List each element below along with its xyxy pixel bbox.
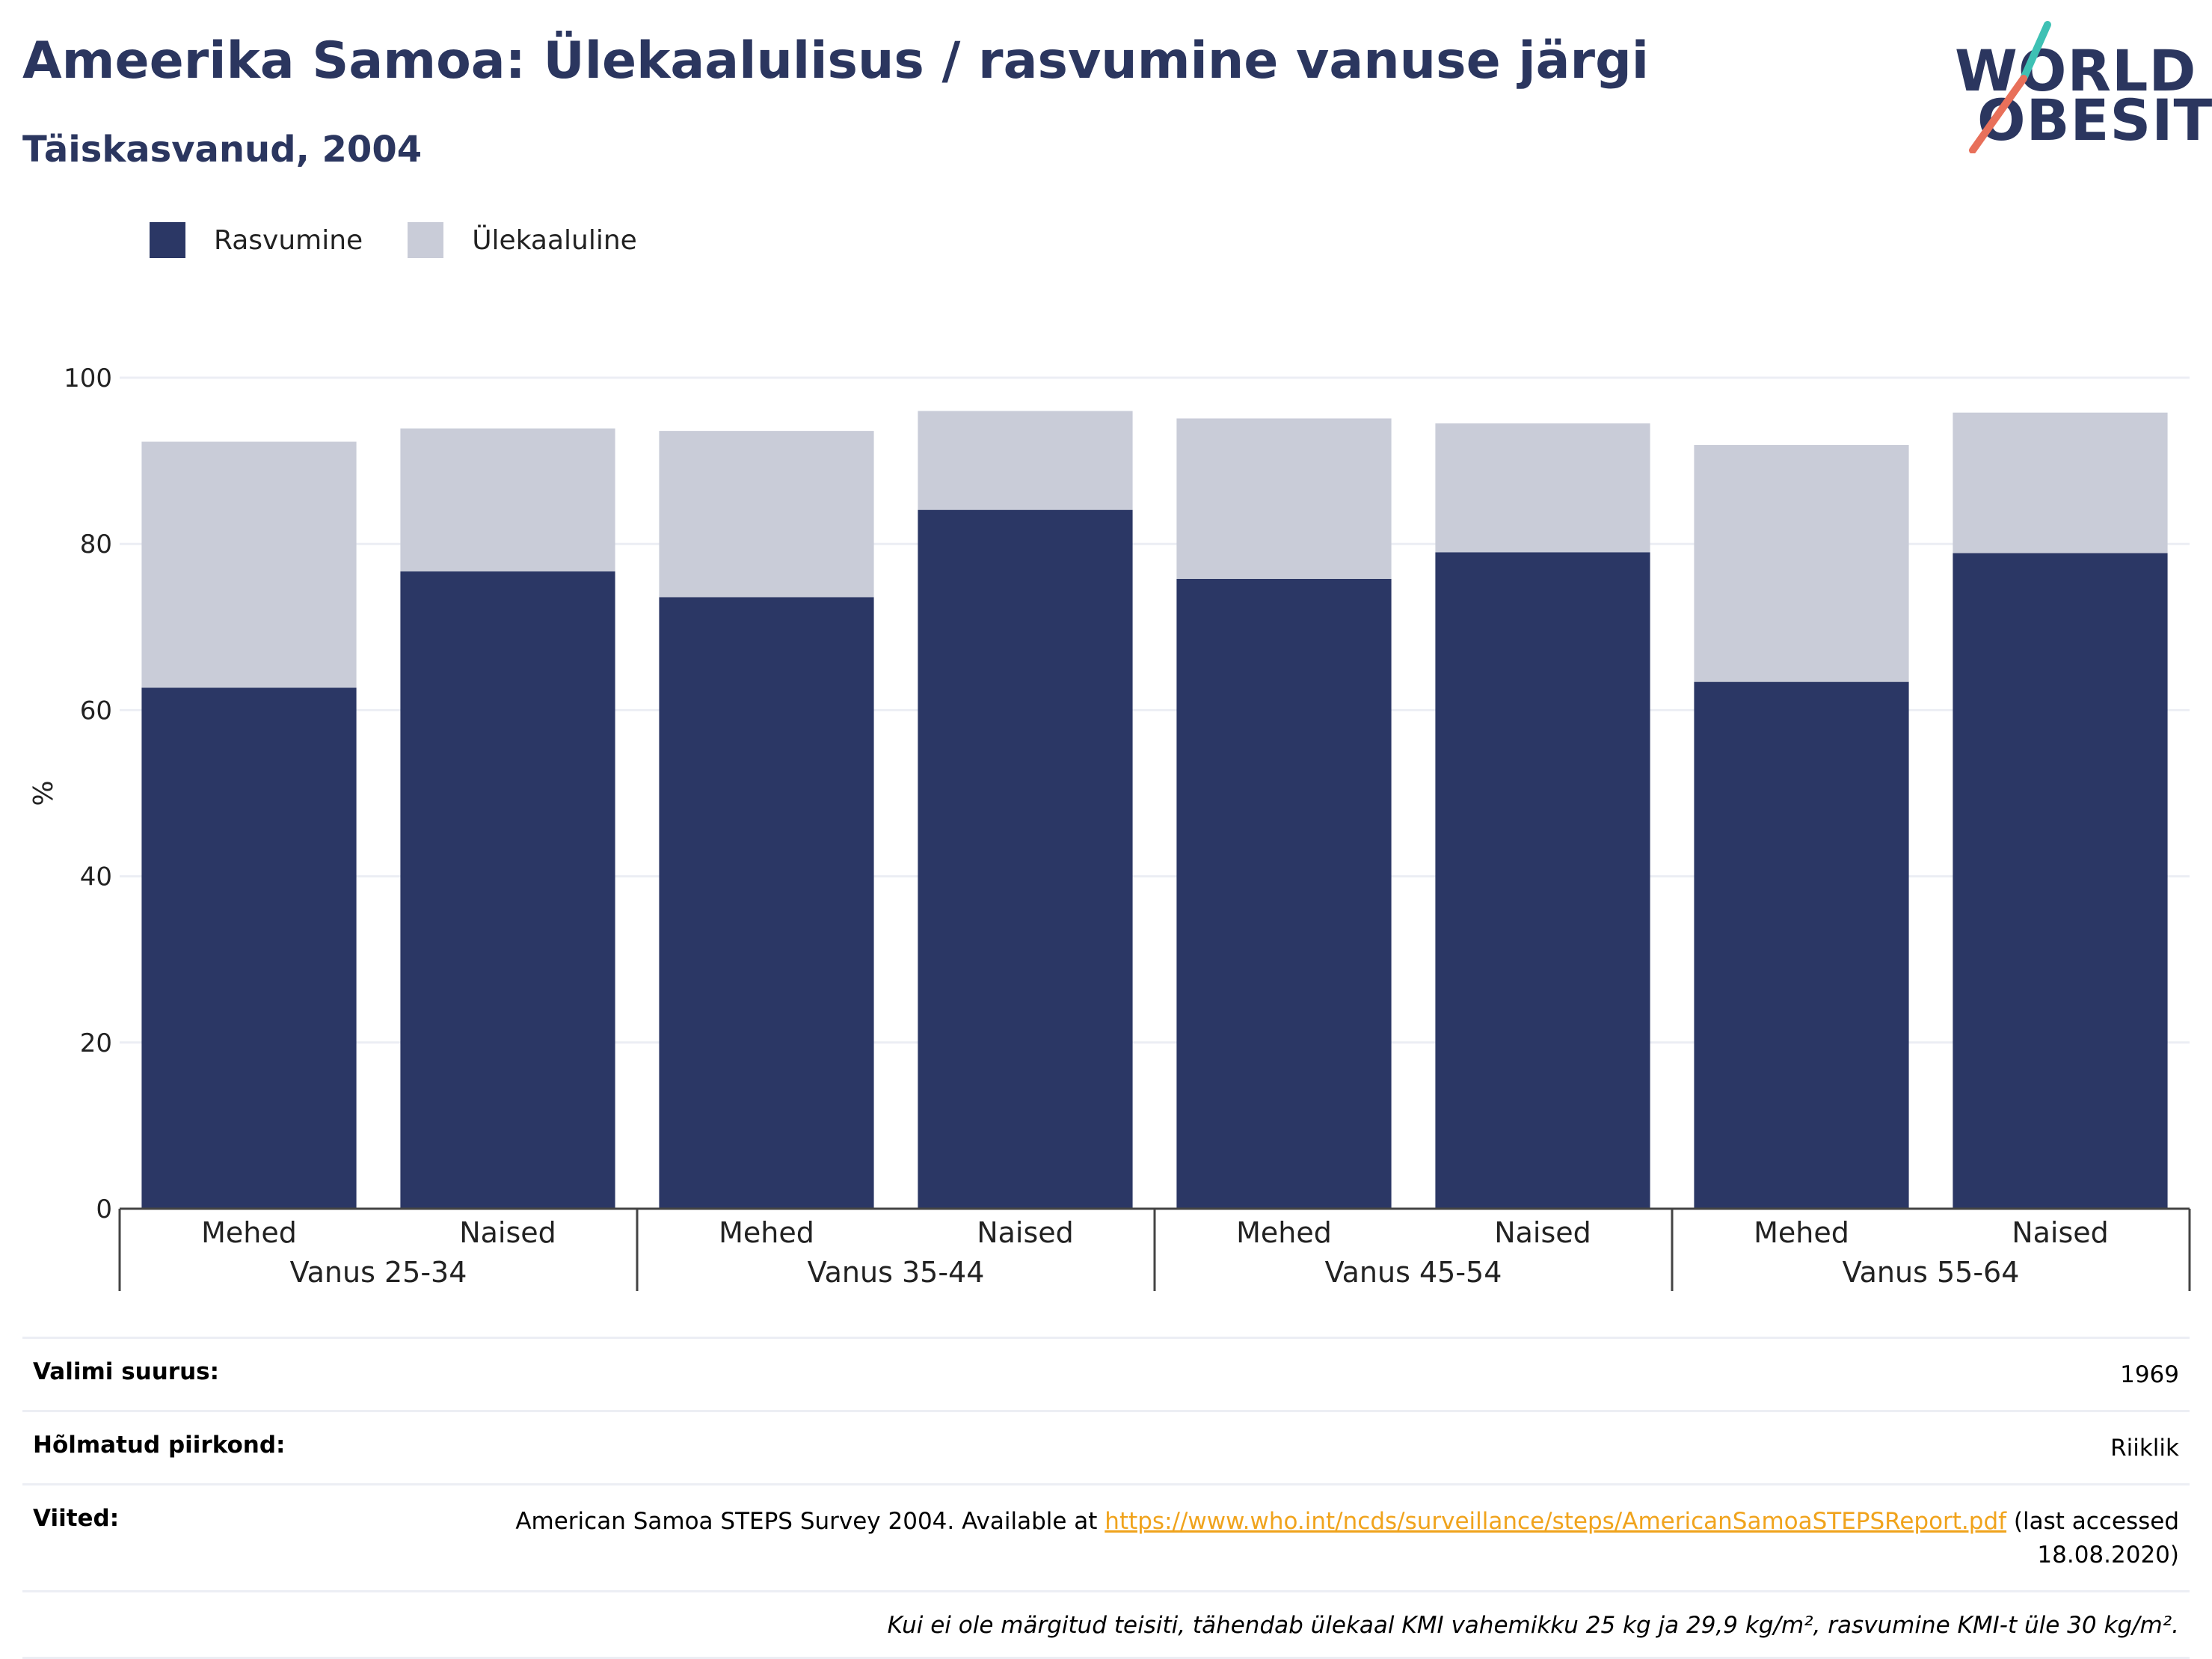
x-group-label: Vanus 25-34 — [290, 1256, 467, 1289]
x-category-label: Mehed — [201, 1216, 297, 1249]
x-category-label: Mehed — [1754, 1216, 1849, 1249]
y-tick-label: 80 — [80, 530, 112, 559]
sample-size-value: 1969 — [2120, 1361, 2179, 1388]
references-text: American Samoa STEPS Survey 2004. Availa… — [515, 1507, 1098, 1535]
coverage-value: Riiklik — [2110, 1434, 2179, 1462]
info-row-references: Viited: American Samoa STEPS Survey 2004… — [22, 1482, 2190, 1590]
bar-obesity — [1176, 578, 1392, 1209]
bar-overweight — [1694, 444, 1909, 682]
legend-item-overweight: Ülekaaluline — [408, 222, 637, 258]
x-group-label: Vanus 35-44 — [808, 1256, 985, 1289]
x-category-label: Mehed — [719, 1216, 814, 1249]
chart-legend: Rasvumine Ülekaaluline — [150, 221, 682, 260]
x-group-label: Vanus 45-54 — [1325, 1256, 1502, 1289]
y-tick-label: 60 — [80, 696, 112, 726]
x-category-label: Naised — [2012, 1216, 2109, 1249]
bar-obesity — [659, 597, 874, 1209]
y-tick-label: 0 — [96, 1195, 112, 1224]
sample-size-label: Valimi suurus: — [33, 1358, 219, 1385]
x-category-label: Naised — [977, 1216, 1074, 1249]
legend-label-overweight: Ülekaaluline — [472, 224, 637, 256]
chart-title: Ameerika Samoa: Ülekaalulisus / rasvumin… — [22, 31, 1650, 91]
info-row-footnote: Kui ei ole märgitud teisiti, tähendab ül… — [22, 1589, 2190, 1659]
references-value: American Samoa STEPS Survey 2004. Availa… — [422, 1505, 2179, 1572]
y-tick-label: 100 — [64, 364, 112, 393]
x-group-label: Vanus 55-64 — [1843, 1256, 2020, 1289]
references-label: Viited: — [33, 1504, 120, 1532]
stacked-bar-chart: 0 20 40 60 80 100% Mehed Naised Mehed Naised Mehed… — [28, 364, 2191, 1291]
bar-overweight — [659, 431, 874, 598]
logo-line2: OBESITY — [1977, 87, 2212, 153]
legend-swatch-obesity — [150, 222, 185, 258]
legend-item-obesity: Rasvumine — [150, 222, 363, 258]
coverage-label: Hõlmatud piirkond: — [33, 1431, 286, 1459]
bar-obesity — [1435, 552, 1650, 1209]
bar-obesity — [400, 571, 615, 1209]
world-obesity-logo: WORLD OBESITY — [1952, 19, 2212, 153]
bar-obesity — [918, 509, 1133, 1209]
legend-swatch-overweight — [408, 222, 444, 258]
logo-slash-icon — [1969, 21, 2051, 153]
info-row-coverage: Hõlmatud piirkond: Riiklik — [22, 1409, 2190, 1483]
info-table: Valimi suurus: 1969 Hõlmatud piirkond: R… — [22, 1337, 2190, 1659]
bar-obesity — [141, 687, 357, 1209]
footnote: Kui ei ole märgitud teisiti, tähendab ül… — [887, 1611, 2179, 1639]
y-tick-label: 20 — [80, 1028, 112, 1058]
bar-overweight — [1435, 423, 1650, 553]
info-row-sample-size: Valimi suurus: 1969 — [22, 1337, 2190, 1410]
chart-subtitle: Täiskasvanud, 2004 — [22, 129, 423, 171]
legend-label-obesity: Rasvumine — [214, 224, 363, 256]
bar-obesity — [1953, 553, 2168, 1209]
bar-obesity — [1694, 681, 1909, 1209]
bar-overweight — [400, 428, 615, 571]
bar-overweight — [1953, 412, 2168, 553]
bar-overweight — [1176, 418, 1392, 579]
y-tick-label: 40 — [80, 862, 112, 892]
bar-overweight — [141, 441, 357, 688]
logo-line1: WORLD — [1955, 37, 2197, 104]
x-category-label: Mehed — [1236, 1216, 1332, 1249]
references-suffix: (last accessed 18.08.2020) — [2013, 1507, 2179, 1568]
bar-overweight — [918, 411, 1133, 510]
references-link[interactable]: https://www.who.int/ncds/surveillance/st… — [1105, 1507, 2007, 1535]
x-category-label: Naised — [1494, 1216, 1591, 1249]
x-category-label: Naised — [459, 1216, 556, 1249]
y-axis-label: % — [28, 780, 59, 806]
